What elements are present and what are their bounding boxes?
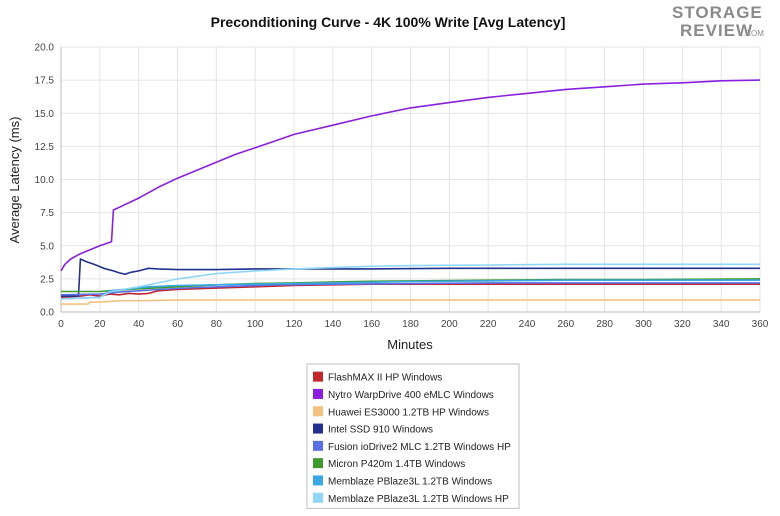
y-tick-label: 5.0 [40, 241, 54, 252]
chart-title: Preconditioning Curve - 4K 100% Write [A… [211, 14, 566, 30]
x-tick-label: 80 [211, 319, 223, 330]
y-axis-title: Average Latency (ms) [7, 117, 22, 244]
legend-swatch [313, 388, 323, 399]
y-tick-label: 15.0 [35, 109, 55, 120]
logo-line-2: REVIEW [680, 21, 753, 40]
x-tick-label: 200 [441, 319, 458, 330]
legend-label: Fusion ioDrive2 MLC 1.2TB Windows HP [328, 442, 511, 453]
x-tick-label: 60 [172, 319, 184, 330]
series-line-2 [60, 79, 761, 272]
axes [60, 47, 760, 313]
x-tick-label: 140 [324, 319, 341, 330]
storagereview-logo: STORAGE REVIEW .COM [672, 3, 764, 40]
y-tick-label: 0.0 [40, 308, 54, 319]
legend: FlashMAX II HP Windows Nytro WarpDrive 40… [306, 363, 520, 509]
logo-line-1: STORAGE [672, 3, 763, 22]
x-axis-title: Minutes [387, 337, 433, 352]
legend-swatch [313, 458, 323, 469]
legend-swatch [313, 492, 323, 503]
series-line-8 [60, 263, 760, 300]
legend-swatch [313, 475, 323, 486]
y-tick-label: 20.0 [35, 43, 55, 54]
legend-box [306, 363, 520, 509]
legend-label: Memblaze PBlaze3L 1.2TB Windows [328, 476, 492, 487]
legend-label: Nytro WarpDrive 400 eMLC Windows [328, 390, 494, 401]
legend-label: Intel SSD 910 Windows [328, 425, 433, 436]
series-line-3 [61, 299, 760, 305]
x-tick-label: 120 [286, 319, 303, 330]
x-tick-label: 320 [674, 319, 691, 330]
x-tick-label: 160 [363, 319, 380, 330]
x-tick-label: 340 [713, 319, 730, 330]
grid-lines [60, 46, 761, 313]
x-tick-label: 360 [752, 319, 769, 330]
x-tick-label: 280 [596, 319, 613, 330]
series-line-4 [61, 258, 760, 297]
x-tick-label: 0 [58, 319, 64, 330]
legend-label: Micron P420m 1.4TB Windows [328, 459, 465, 470]
legend-label: FlashMAX II HP Windows [328, 373, 442, 384]
x-tick-label: 40 [133, 319, 145, 330]
y-tick-label: 17.5 [35, 76, 55, 87]
x-tick-label: 300 [635, 319, 652, 330]
y-tick-label: 2.5 [40, 274, 54, 285]
legend-swatch [313, 423, 323, 434]
y-tick-label: 10.0 [35, 175, 55, 186]
x-tick-label: 20 [94, 319, 106, 330]
x-tick-label: 180 [402, 319, 419, 330]
y-tick-label: 12.5 [35, 142, 55, 153]
y-tick-label: 7.5 [40, 208, 54, 219]
legend-swatch [313, 406, 323, 417]
series-lines [60, 79, 761, 305]
x-tick-label: 100 [247, 319, 264, 330]
x-tick-label: 240 [519, 319, 536, 330]
logo-suffix: .COM [743, 29, 764, 38]
series-line-7 [60, 279, 760, 300]
x-tick-label: 220 [480, 319, 497, 330]
legend-swatch [313, 371, 323, 382]
legend-label: Huawei ES3000 1.2TB HP Windows [328, 407, 489, 418]
x-tick-labels: 0 20 40 60 80 100 120 140 160 180 200 220 240 260 280 3… [58, 319, 769, 330]
x-tick-label: 260 [557, 319, 574, 330]
series-line-5 [60, 282, 760, 296]
legend-label: Memblaze PBlaze3L 1.2TB Windows HP [328, 494, 509, 505]
y-tick-labels: 0.0 2.5 5.0 7.5 10.0 12.5 15.0 17.5 20.0 [35, 43, 55, 319]
legend-swatch [313, 440, 323, 451]
